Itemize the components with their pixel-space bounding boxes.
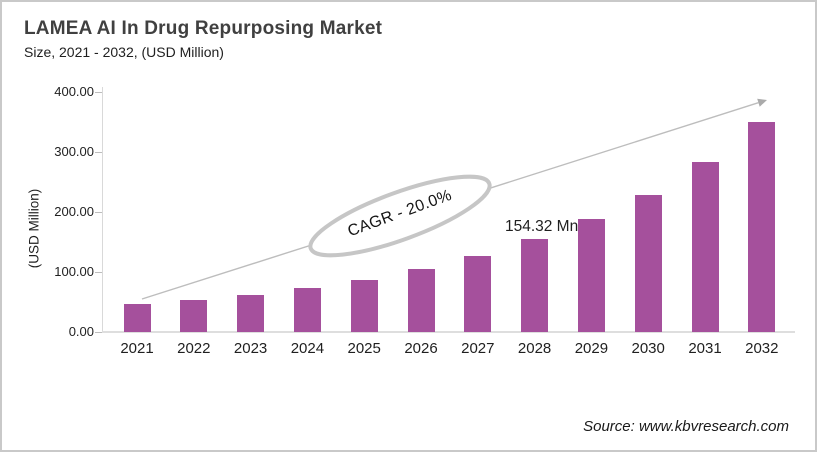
y-tick-mark [95, 92, 102, 94]
x-tick-label-2031: 2031 [688, 340, 722, 357]
x-tick-label-2023: 2023 [233, 340, 268, 357]
y-tick-label: 300.00 [54, 144, 94, 159]
y-tick-mark [95, 212, 102, 214]
y-tick-label: 400.00 [54, 84, 94, 99]
x-axis-line [102, 331, 795, 333]
x-tick-label-2032: 2032 [745, 340, 779, 357]
y-tick-mark [95, 152, 102, 154]
bar-2031 [691, 162, 719, 332]
bar-2026 [407, 269, 435, 332]
y-tick-label: 200.00 [54, 204, 94, 219]
y-tick-mark [95, 272, 102, 274]
source-text: Source: www.kbvresearch.com [583, 418, 789, 435]
x-tick-label-2029: 2029 [574, 340, 609, 357]
y-axis-line [102, 87, 104, 332]
bar-2030 [634, 194, 662, 332]
bar-2021 [123, 303, 151, 332]
chart-subtitle: Size, 2021 - 2032, (USD Million) [24, 44, 224, 60]
data-label-2028: 154.32 Mn [504, 218, 579, 235]
chart-title: LAMEA AI In Drug Repurposing Market [24, 18, 383, 39]
bar-2032 [748, 122, 776, 332]
bar-2028 [521, 239, 549, 332]
bar-2024 [293, 287, 321, 332]
trend-arrow-head-icon [757, 98, 767, 107]
bar-2023 [237, 294, 265, 332]
bar-2022 [180, 300, 208, 332]
x-tick-label-2021: 2021 [120, 340, 154, 357]
bar-2029 [577, 219, 605, 332]
cagr-label: CAGR - 20.0% [345, 186, 455, 241]
bar-2027 [464, 255, 492, 332]
x-tick-label-2025: 2025 [347, 340, 381, 357]
x-tick-label-2030: 2030 [631, 340, 665, 357]
bar-2025 [350, 280, 378, 332]
y-tick-label: 100.00 [54, 264, 94, 279]
x-tick-label-2028: 2028 [517, 340, 552, 357]
x-tick-label-2027: 2027 [461, 340, 495, 357]
x-tick-label-2026: 2026 [404, 340, 438, 357]
x-tick-label-2022: 2022 [177, 340, 211, 357]
y-tick-mark [95, 332, 102, 334]
x-tick-label-2024: 2024 [290, 340, 325, 357]
y-tick-label: 0.00 [68, 324, 94, 339]
